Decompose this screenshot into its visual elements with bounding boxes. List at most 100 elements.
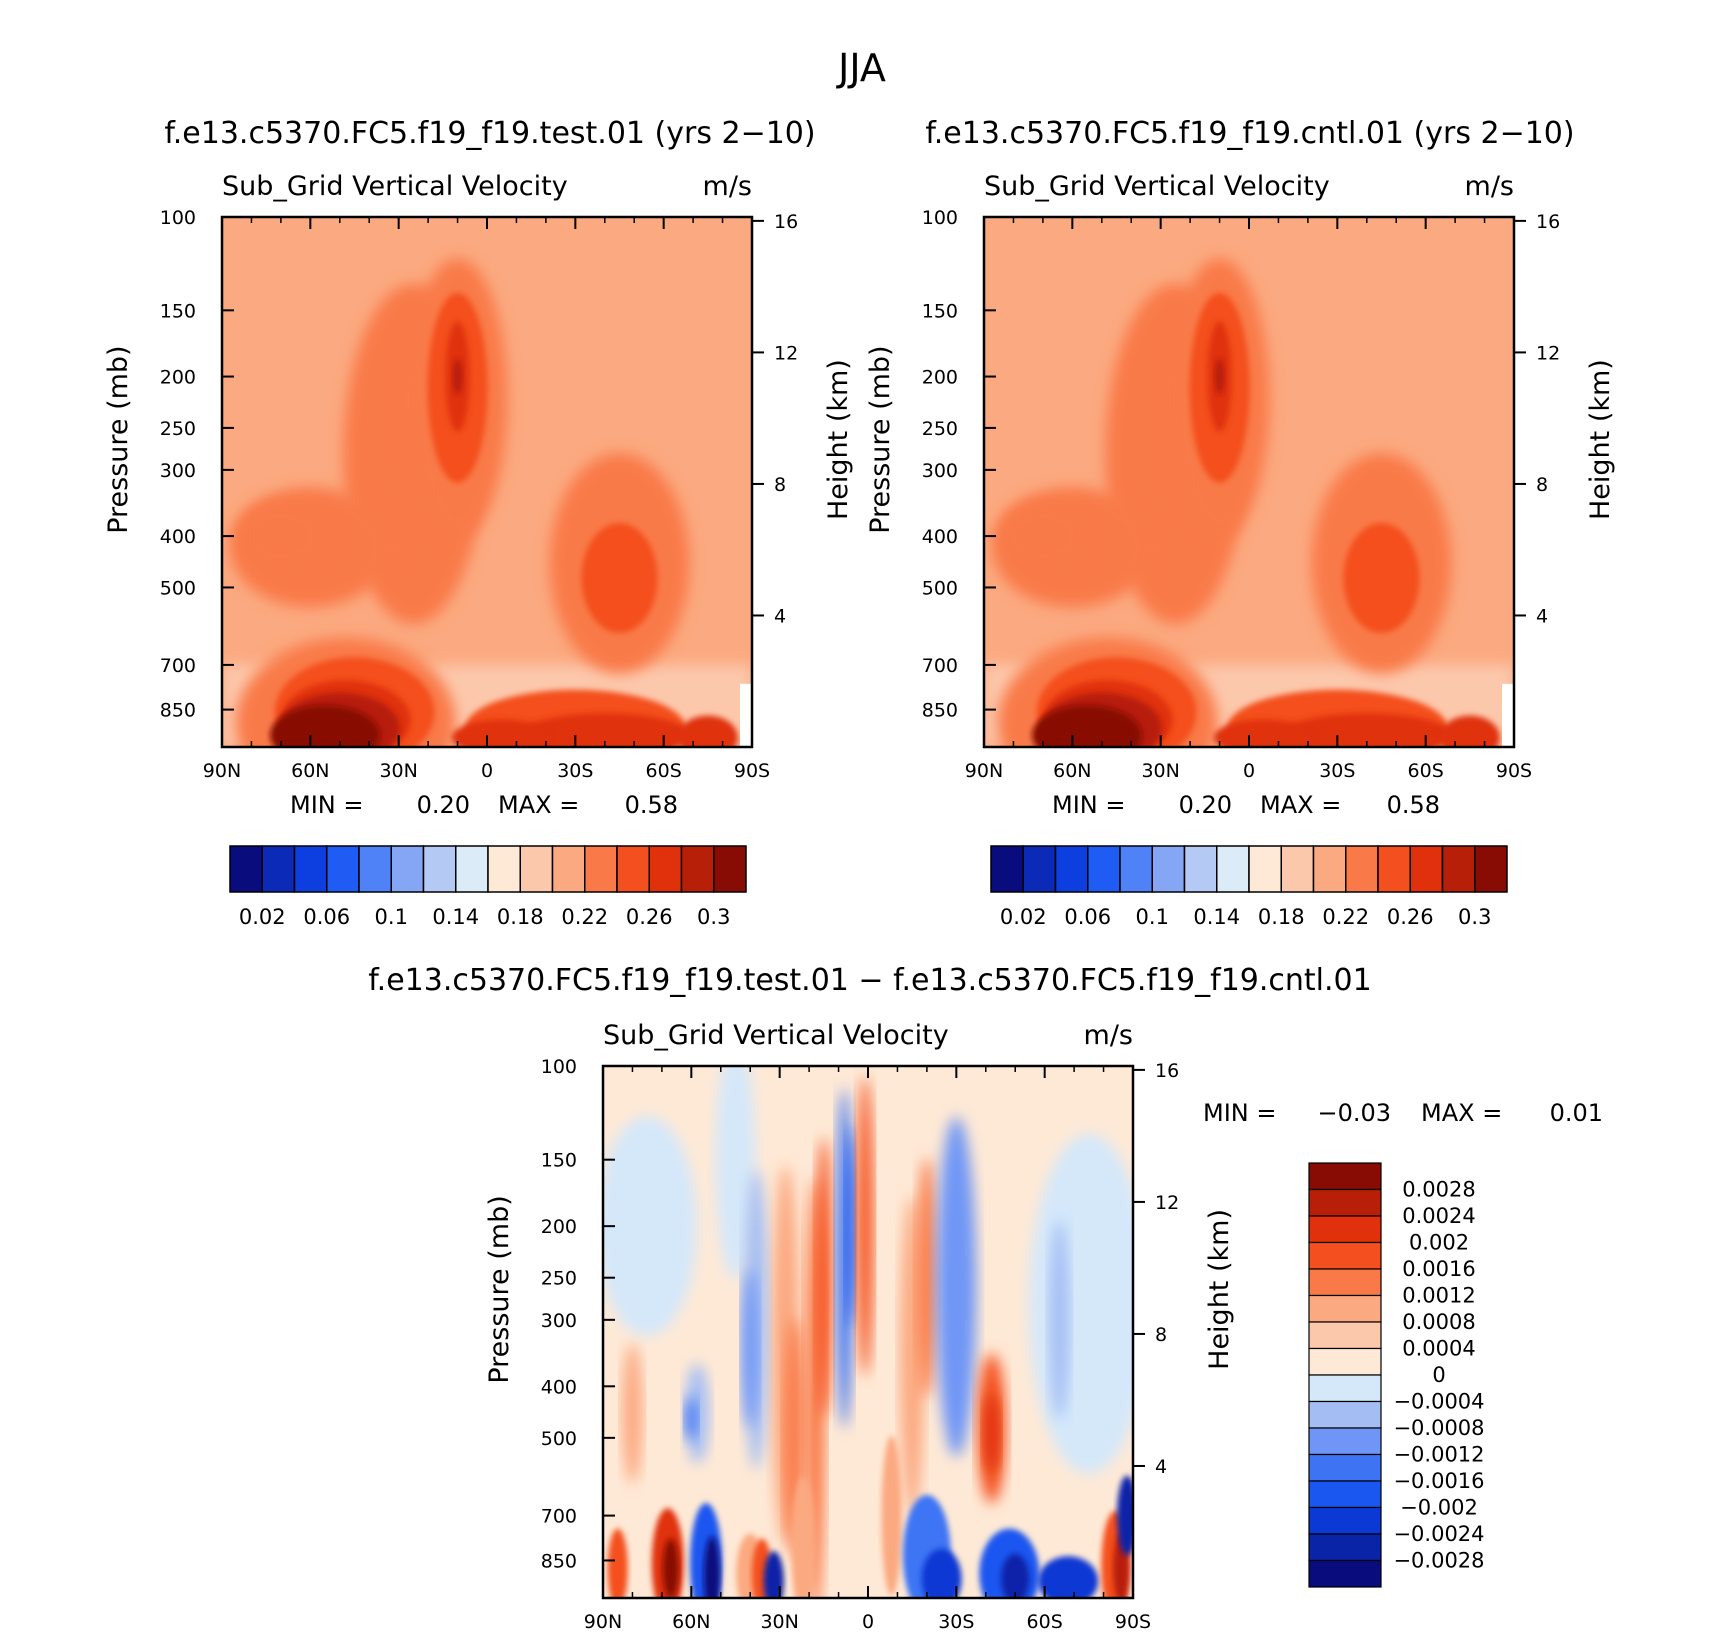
colorbar-label: 0.002 — [1409, 1231, 1469, 1255]
y-tick-label: 300 — [922, 460, 958, 482]
contour-blob — [1032, 705, 1143, 747]
contour-blob — [519, 713, 690, 747]
contour-blob — [581, 523, 658, 634]
colorbar-box — [1308, 1533, 1382, 1562]
colorbar-box — [713, 845, 747, 893]
min-value: −0.03 — [1317, 1099, 1391, 1127]
x-tick-label: 30N — [760, 1611, 798, 1633]
colorbar-box — [1022, 845, 1057, 893]
y2-axis-title: Height (km) — [1204, 1209, 1235, 1370]
colorbar-label: 0.0016 — [1402, 1257, 1475, 1281]
panel-title: f.e13.c5370.FC5.f19_f19.test.01 − f.e13.… — [368, 963, 1371, 998]
contour-blob — [1281, 713, 1452, 747]
y-tick-label: 400 — [922, 526, 958, 548]
colorbar-label: −0.0008 — [1393, 1416, 1484, 1440]
y2-tick-label: 16 — [1536, 211, 1560, 233]
colorbar-box — [1248, 845, 1282, 893]
colorbar-label: 0.0004 — [1402, 1337, 1475, 1361]
colorbar-box — [616, 845, 650, 893]
colorbar-box — [390, 845, 425, 893]
colorbar-box — [229, 845, 263, 893]
colorbar-label: 0.14 — [1193, 905, 1240, 929]
colorbar-label: −0.002 — [1400, 1496, 1478, 1520]
colorbar-box — [1308, 1215, 1382, 1244]
colorbar-box — [519, 845, 554, 893]
colorbar-box — [1409, 845, 1444, 893]
y2-tick-label: 16 — [774, 211, 798, 233]
y-tick-label: 500 — [922, 577, 958, 599]
colorbar-label: 0.14 — [432, 905, 479, 929]
contour-fill — [222, 217, 752, 747]
contour-band — [845, 1126, 856, 1327]
contour-blob — [1214, 358, 1225, 395]
contour-blob — [715, 1066, 756, 1280]
y-tick-label: 250 — [160, 418, 196, 440]
y-tick-label: 200 — [160, 367, 196, 389]
max-label: MAX = — [498, 791, 579, 819]
colorbar-label: 0 — [1432, 1363, 1445, 1387]
y-tick-label: 400 — [541, 1376, 577, 1398]
x-tick-label: 0 — [481, 760, 493, 782]
y2-tick-label: 12 — [1536, 342, 1560, 364]
y-tick-label: 100 — [160, 207, 196, 229]
min-value: 0.20 — [417, 791, 470, 819]
y-tick-label: 850 — [541, 1550, 577, 1572]
colorbar-label: −0.0004 — [1393, 1390, 1484, 1414]
contour-blob — [1343, 523, 1420, 634]
y-axis-title: Pressure (mb) — [103, 345, 134, 533]
colorbar-box — [1308, 1559, 1382, 1588]
contour-fill — [984, 217, 1514, 747]
contour-lowlevel-feature — [763, 1551, 784, 1598]
x-tick-label: 30S — [1319, 760, 1355, 782]
x-tick-label: 0 — [862, 1611, 874, 1633]
y-tick-label: 500 — [541, 1428, 577, 1450]
colorbar-box — [1308, 1506, 1382, 1535]
colorbar-label: 0.1 — [375, 905, 408, 929]
colorbar-box — [1441, 845, 1476, 893]
contour-lowlevel-feature — [1001, 1553, 1030, 1598]
season-title: JJA — [836, 46, 886, 90]
x-tick-label: 30S — [557, 760, 593, 782]
colorbar-box — [1308, 1427, 1382, 1456]
colorbar-label: 0.0028 — [1402, 1178, 1475, 1202]
colorbar-box — [1308, 1480, 1382, 1509]
units-label: m/s — [1465, 171, 1514, 202]
x-tick-label: 90N — [203, 760, 241, 782]
colorbar-box — [1308, 1241, 1382, 1270]
panel-cntl: f.e13.c5370.FC5.f19_f19.cntl.01 (yrs 2−1… — [865, 116, 1616, 929]
x-tick-label: 60N — [1053, 760, 1091, 782]
contour-band — [1049, 1219, 1070, 1420]
y-tick-label: 150 — [541, 1150, 577, 1172]
contour-blob — [452, 358, 463, 395]
x-tick-label: 90N — [965, 760, 1003, 782]
y-tick-label: 500 — [160, 577, 196, 599]
y-tick-label: 200 — [541, 1216, 577, 1238]
y-tick-label: 150 — [160, 300, 196, 322]
max-label: MAX = — [1260, 791, 1341, 819]
colorbar-label: −0.0028 — [1393, 1549, 1484, 1573]
y-axis-title: Pressure (mb) — [865, 345, 896, 533]
contour-band — [815, 1137, 832, 1418]
y-tick-label: 300 — [541, 1310, 577, 1332]
contour-band — [857, 1076, 874, 1377]
colorbar-label: 0.3 — [1458, 905, 1491, 929]
contour-lowlevel-feature — [921, 1548, 962, 1598]
units-label: m/s — [1084, 1020, 1133, 1051]
colorbar-label: 0.06 — [303, 905, 350, 929]
panel-title: f.e13.c5370.FC5.f19_f19.test.01 (yrs 2−1… — [164, 116, 815, 151]
contour-blob — [451, 719, 552, 747]
y-tick-label: 850 — [160, 700, 196, 722]
y-tick-label: 400 — [160, 526, 196, 548]
colorbar-box — [584, 845, 618, 893]
contour-lowlevel-feature — [791, 1476, 816, 1598]
contour-blob — [235, 501, 326, 572]
colorbar-box — [326, 845, 360, 893]
y2-tick-label: 8 — [774, 474, 786, 496]
contour-blob — [997, 501, 1088, 572]
y2-tick-label: 8 — [1155, 1324, 1167, 1346]
colorbar-box — [455, 845, 489, 893]
colorbar-box — [1308, 1162, 1382, 1191]
colorbar-box — [551, 845, 586, 893]
colorbar-label: 0.1 — [1136, 905, 1169, 929]
